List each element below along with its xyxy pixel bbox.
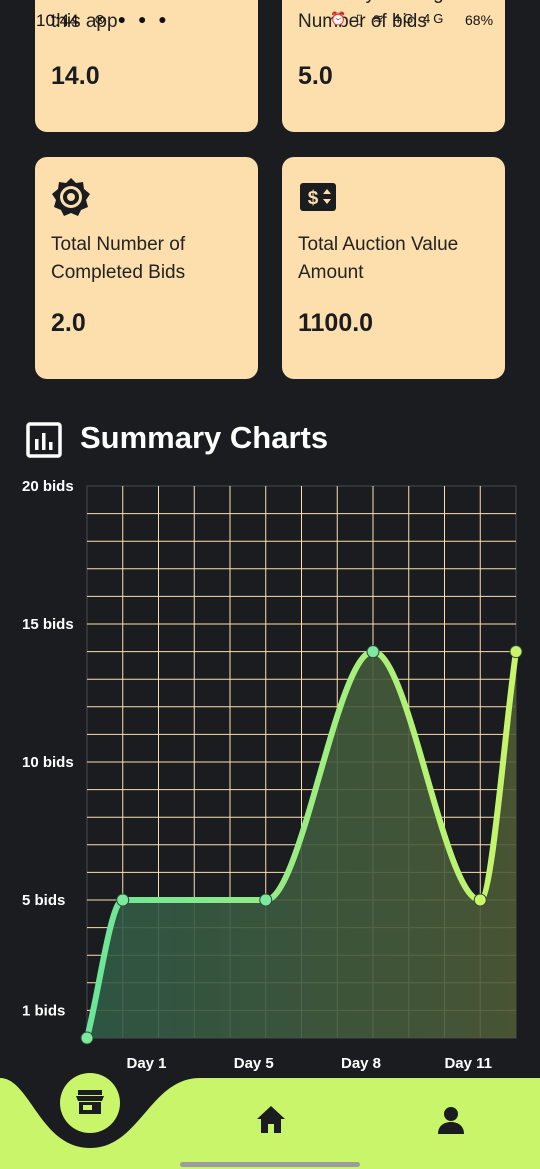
y-tick-label: 20 bids <box>22 478 74 495</box>
section-title: Summary Charts <box>80 420 329 455</box>
system-icons: ⏰ ▯ ≋ 4G 4G <box>330 11 447 26</box>
stat-label: Currently running Number of bids <box>298 0 444 32</box>
person-icon[interactable] <box>434 1103 468 1137</box>
battery-level: 68% <box>465 12 494 28</box>
home-indicator <box>180 1162 360 1167</box>
stat-card-completed-bids: Total Number of Completed Bids 2.0 <box>35 157 258 379</box>
stat-card-total-bids: Total Number of Bids in this app 14.0 <box>35 0 258 132</box>
stat-card-auction-value: $ Total Auction Value Amount 1100.0 <box>282 157 505 379</box>
x-tick-label: Day 11 <box>444 1055 492 1072</box>
chart-point <box>259 893 273 907</box>
stat-label: Total Auction Value Amount <box>298 234 459 283</box>
notification-icons: ⊗ ● ● ● <box>94 11 171 27</box>
stat-card-running-bids: Currently running Number of bids 5.0 <box>282 0 505 132</box>
x-tick-label: Day 8 <box>341 1055 381 1072</box>
chart-x-axis: Day 1 Day 5 Day 8 Day 11 <box>126 1055 492 1072</box>
home-icon[interactable] <box>254 1103 288 1137</box>
chart-points <box>80 645 523 1045</box>
y-tick-label: 15 bids <box>22 616 74 633</box>
x-tick-label: Day 5 <box>234 1055 274 1072</box>
y-tick-label: 5 bids <box>22 892 65 909</box>
storefront-icon <box>76 1089 104 1114</box>
chart-y-axis: 1 bids 5 bids 10 bids 15 bids 20 bids <box>22 478 74 1019</box>
chart-point <box>509 645 523 659</box>
status-time: 10:44 <box>36 11 79 30</box>
stat-value: 14.0 <box>51 62 100 90</box>
chart-point <box>366 645 380 659</box>
stat-label: Total Number of Bids in this app <box>51 0 247 32</box>
stat-value: 1100.0 <box>298 309 374 337</box>
bar-chart-icon <box>26 422 62 458</box>
settings-badge-icon <box>52 178 90 216</box>
y-tick-label: 10 bids <box>22 754 74 771</box>
dollar-sign-icon: $ <box>300 183 336 211</box>
stat-value: 5.0 <box>298 62 333 90</box>
nav-store-button[interactable] <box>60 1073 120 1133</box>
chart-point <box>80 1031 94 1045</box>
stat-label: Total Number of Completed Bids <box>51 234 186 283</box>
chart-point <box>116 893 130 907</box>
svg-text:$: $ <box>308 188 319 209</box>
stat-value: 2.0 <box>51 309 86 337</box>
chart-point <box>473 893 487 907</box>
x-tick-label: Day 1 <box>126 1055 166 1072</box>
y-tick-label: 1 bids <box>22 1002 65 1019</box>
status-bar: 10:44 ⊗ ● ● ● ⏰ ▯ ≋ 4G 4G 68% <box>0 0 540 40</box>
